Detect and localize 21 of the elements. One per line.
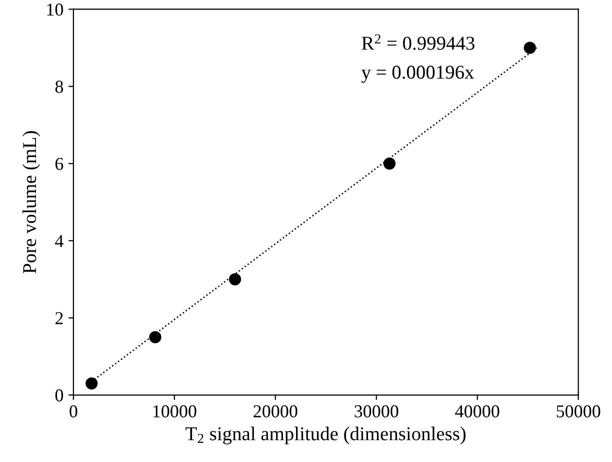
point bbox=[228, 273, 242, 286]
y-tick-label: 4 bbox=[55, 235, 64, 247]
point bbox=[383, 157, 396, 170]
x-tick-label: 10000 bbox=[153, 405, 196, 418]
point bbox=[86, 377, 98, 390]
y-tick-label: 6 bbox=[55, 158, 64, 170]
y-tick-label: 0 bbox=[55, 389, 64, 402]
y-tick-label: 2 bbox=[55, 312, 63, 324]
x-tick-label: 40000 bbox=[455, 405, 500, 418]
x-tick-label: 50000 bbox=[556, 405, 600, 418]
x-axis-title: T$_{2}$ signal amplitude (dimensionless) bbox=[186, 426, 466, 444]
point bbox=[524, 42, 536, 54]
y-tick-label: 8 bbox=[55, 80, 64, 93]
y-axis-title: Pore volume (mL) bbox=[22, 131, 40, 274]
annotation: y = 0.000196x bbox=[361, 66, 474, 83]
x-tick-label: 20000 bbox=[254, 405, 298, 418]
y-tick-label: 10 bbox=[47, 3, 64, 16]
x-tick-label: 0 bbox=[70, 405, 78, 418]
point bbox=[149, 331, 162, 344]
annotation: R$^{2}$ = 0.999443 bbox=[362, 34, 474, 50]
x-tick-label: 30000 bbox=[354, 405, 398, 418]
